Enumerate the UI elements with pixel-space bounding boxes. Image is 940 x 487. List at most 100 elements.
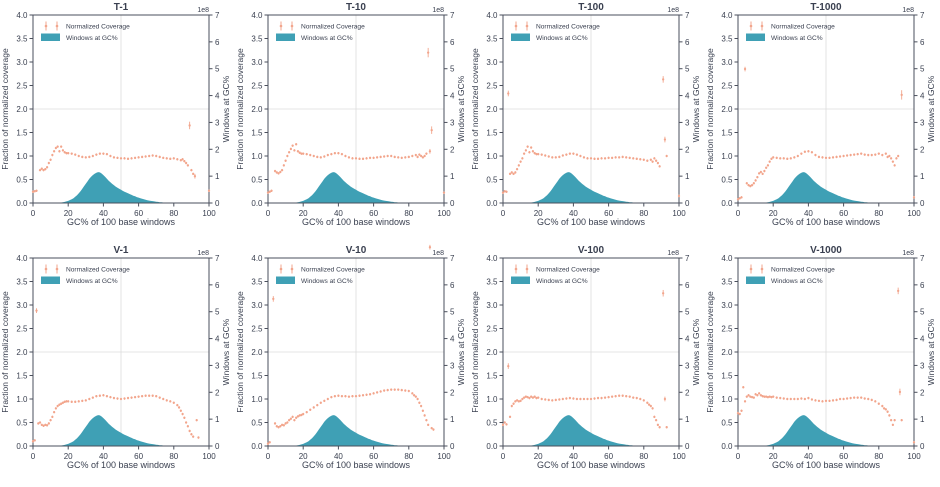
x-axis-title: GC% of 100 base windows (302, 217, 411, 227)
panel-title: V-1 (113, 245, 128, 256)
y-axis-right: 0 1 2 3 4 5 6 7 Windows at GC% 1e8 (197, 7, 231, 208)
y-axis-left: 0.0 0.5 1.0 1.5 2.0 2.5 3.0 3.5 4.0 Fraction of n… (235, 254, 268, 451)
x-axis-title: GC% of 100 base windows (772, 217, 881, 227)
y-left-axis-title: Fraction of normalized coverage (0, 48, 10, 170)
y-left-tick-label: 0.0 (486, 442, 498, 451)
legend-swatch-windows (41, 276, 60, 284)
y-left-tick-label: 0.5 (251, 176, 263, 185)
y-left-tick-label: 2.5 (486, 82, 498, 91)
x-axis-title: GC% of 100 base windows (302, 460, 411, 470)
y-right-axis-title: Windows at GC% (221, 75, 231, 142)
subplot-V-100: 0 20 40 60 80 100 GC% of 100 base windows 0.0 0.… (470, 243, 705, 486)
panel-title: T-10 (346, 2, 366, 13)
y-left-tick-label: 3.0 (486, 58, 498, 67)
y-axis-left: 0.0 0.5 1.0 1.5 2.0 2.5 3.0 3.5 4.0 Fraction of n… (470, 254, 503, 451)
x-tick-label: 0 (31, 209, 36, 218)
y-left-tick-label: 0.0 (251, 442, 263, 451)
y-right-tick-label: 0 (685, 442, 690, 451)
y-right-tick-label: 4 (215, 92, 220, 101)
y-axis-left: 0.0 0.5 1.0 1.5 2.0 2.5 3.0 3.5 4.0 Fraction of n… (0, 11, 33, 208)
y-right-offset-label: 1e8 (902, 250, 914, 257)
y-left-tick-label: 0.0 (251, 199, 263, 208)
y-right-offset-label: 1e8 (197, 250, 209, 257)
x-tick-label: 40 (804, 452, 813, 461)
y-left-tick-label: 0.5 (721, 176, 733, 185)
panel-title: T-100 (578, 2, 604, 13)
legend-label-windows: Windows at GC% (771, 278, 823, 285)
y-right-tick-label: 2 (450, 145, 455, 154)
x-axis: 0 20 40 60 80 100 GC% of 100 base windows (266, 446, 451, 470)
x-tick-label: 40 (569, 452, 578, 461)
y-axis-right: 0 1 2 3 4 5 6 7 Windows at GC% 1e8 (432, 7, 466, 208)
y-left-tick-label: 2.5 (721, 82, 733, 91)
y-right-offset-label: 1e8 (432, 250, 444, 257)
legend-label-coverage: Normalized Coverage (301, 24, 365, 31)
x-tick-label: 100 (907, 452, 921, 461)
y-right-axis-title: Windows at GC% (926, 318, 936, 385)
y-left-tick-label: 0.0 (721, 442, 733, 451)
x-tick-label: 80 (169, 452, 178, 461)
y-right-tick-label: 4 (450, 92, 455, 101)
y-right-tick-label: 0 (450, 199, 455, 208)
y-left-tick-label: 4.0 (721, 11, 733, 20)
windows-at-gc-area (292, 415, 413, 446)
subplot-T-1: 0 20 40 60 80 100 GC% of 100 base windows 0.0 0.… (0, 0, 235, 243)
y-left-tick-label: 3.5 (486, 35, 498, 44)
y-left-tick-label: 4.0 (16, 11, 28, 20)
x-tick-label: 20 (299, 452, 308, 461)
x-tick-label: 80 (169, 209, 178, 218)
x-axis: 0 20 40 60 80 100 GC% of 100 base windows (736, 203, 921, 227)
y-right-tick-label: 2 (920, 388, 925, 397)
y-left-tick-label: 3.0 (251, 58, 263, 67)
x-tick-label: 0 (736, 452, 741, 461)
y-right-axis-title: Windows at GC% (456, 75, 466, 142)
y-left-tick-label: 1.5 (16, 129, 28, 138)
y-left-tick-label: 1.5 (721, 372, 733, 381)
legend: Normalized Coverage Windows at GC% (276, 21, 365, 42)
legend: Normalized Coverage Windows at GC% (746, 264, 835, 285)
y-right-tick-label: 1 (215, 415, 220, 424)
y-left-tick-label: 2.0 (251, 105, 263, 114)
y-left-tick-label: 2.0 (486, 105, 498, 114)
windows-at-gc-area (57, 415, 178, 446)
y-left-tick-label: 3.5 (721, 278, 733, 287)
y-right-tick-label: 7 (685, 11, 690, 20)
y-axis-left: 0.0 0.5 1.0 1.5 2.0 2.5 3.0 3.5 4.0 Fraction of n… (705, 11, 738, 208)
panel-title: T-1 (114, 2, 129, 13)
y-right-tick-label: 7 (215, 254, 220, 263)
y-right-offset-label: 1e8 (667, 7, 679, 14)
normalized-coverage-series (266, 244, 435, 445)
legend-swatch-windows (276, 33, 295, 41)
x-tick-label: 100 (437, 452, 451, 461)
legend: Normalized Coverage Windows at GC% (746, 21, 835, 42)
y-axis-right: 0 1 2 3 4 5 6 7 Windows at GC% 1e8 (667, 250, 701, 451)
x-axis-title: GC% of 100 base windows (537, 460, 646, 470)
legend-label-windows: Windows at GC% (301, 278, 353, 285)
windows-at-gc-area (762, 172, 883, 203)
x-tick-label: 40 (99, 209, 108, 218)
y-right-tick-label: 1 (685, 415, 690, 424)
x-tick-label: 80 (404, 452, 413, 461)
y-right-tick-label: 4 (685, 92, 690, 101)
legend-swatch-windows (746, 276, 765, 284)
y-axis-right: 0 1 2 3 4 5 6 7 Windows at GC% 1e8 (667, 7, 701, 208)
y-left-tick-label: 0.0 (16, 199, 28, 208)
y-right-offset-label: 1e8 (197, 7, 209, 14)
x-tick-label: 60 (134, 452, 143, 461)
y-right-tick-label: 7 (685, 254, 690, 263)
y-left-tick-label: 1.5 (251, 129, 263, 138)
x-tick-label: 60 (369, 209, 378, 218)
y-left-tick-label: 0.5 (721, 419, 733, 428)
legend-label-coverage: Normalized Coverage (536, 24, 600, 31)
y-right-axis-title: Windows at GC% (221, 318, 231, 385)
normalized-coverage-series (736, 287, 916, 444)
y-right-axis-title: Windows at GC% (926, 75, 936, 142)
normalized-coverage-series (31, 121, 211, 193)
x-tick-label: 0 (266, 452, 271, 461)
y-right-tick-label: 2 (685, 388, 690, 397)
x-tick-label: 20 (299, 209, 308, 218)
y-right-tick-label: 4 (450, 335, 455, 344)
